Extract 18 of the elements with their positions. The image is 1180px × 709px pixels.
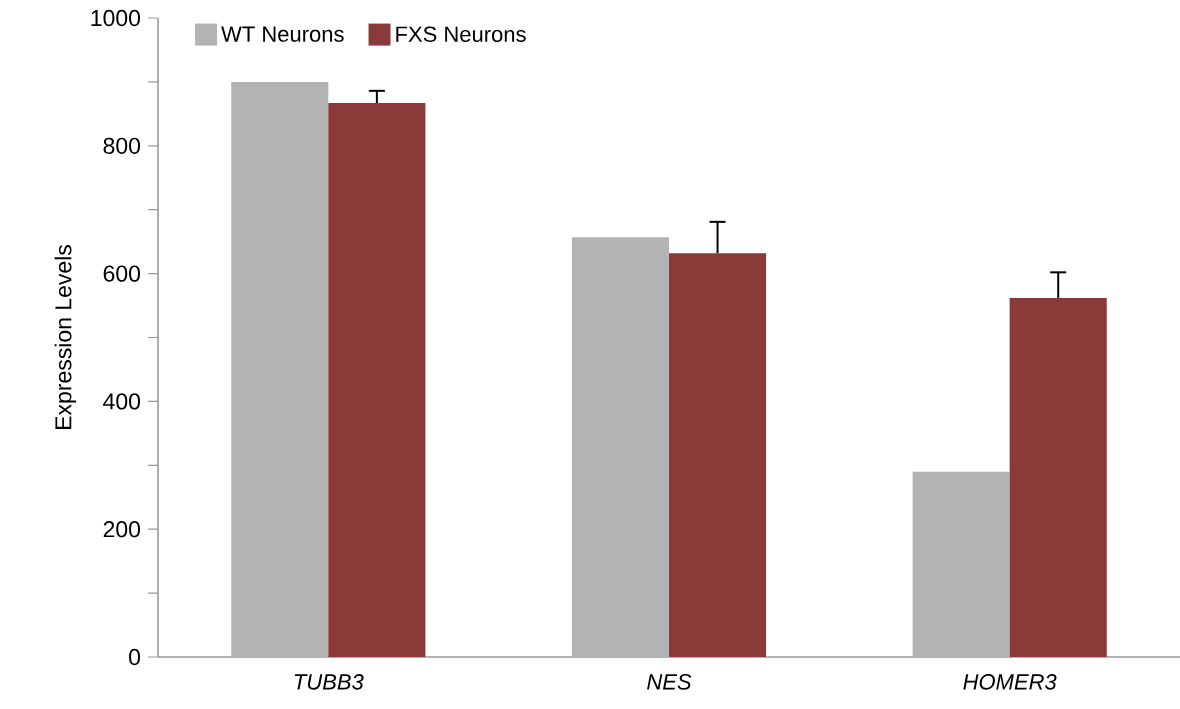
x-tick-label: TUBB3 xyxy=(294,674,364,690)
bar xyxy=(328,102,426,657)
legend-label: FXS Neurons xyxy=(396,26,526,42)
y-tick-label: 0 xyxy=(129,648,141,666)
y-axis-title: Expression Levels xyxy=(54,245,77,429)
y-tick-label: 1000 xyxy=(91,9,141,27)
legend-label: WT Neurons xyxy=(221,26,344,42)
x-tick-label: NES xyxy=(647,674,692,690)
y-tick-label: 600 xyxy=(103,265,141,282)
y-tick-label: 800 xyxy=(103,137,141,154)
y-tick-label: 400 xyxy=(103,393,141,410)
y-tick-label: 200 xyxy=(103,521,141,538)
x-tick-label: HOMER3 xyxy=(963,674,1057,690)
bar xyxy=(912,471,1010,657)
bar xyxy=(1009,297,1107,657)
bar xyxy=(571,237,669,657)
bar xyxy=(231,81,329,657)
bar xyxy=(669,253,767,657)
